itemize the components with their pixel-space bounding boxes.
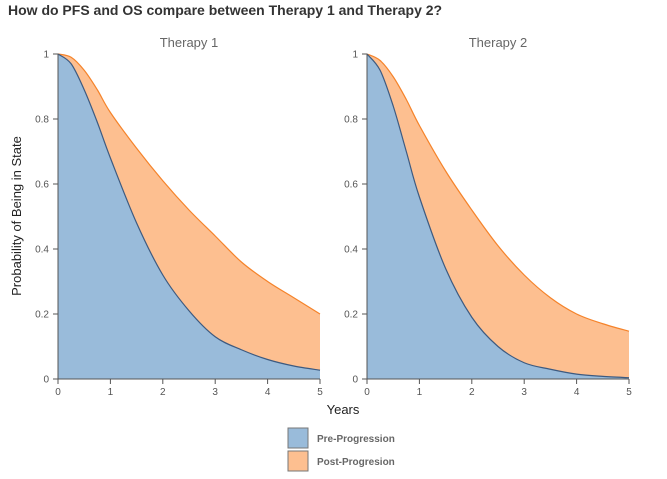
x-tick-label: 0 xyxy=(55,387,61,398)
y-tick-label: 0.6 xyxy=(35,180,49,191)
x-tick-label: 3 xyxy=(521,387,527,398)
x-tick-label: 3 xyxy=(212,387,218,398)
y-tick-label: 0.2 xyxy=(344,310,358,321)
y-tick-label: 0.6 xyxy=(344,180,358,191)
panel-title: Therapy 1 xyxy=(160,35,219,50)
y-tick-label: 0 xyxy=(43,375,49,386)
x-axis-title: Years xyxy=(327,402,360,417)
x-tick-label: 5 xyxy=(626,387,632,398)
panel-therapy-1: Therapy 1 0 0.2 0.4 0.6 0.8 1 0 1 2 3 4 5 xyxy=(35,35,323,398)
x-tick-label: 4 xyxy=(265,387,271,398)
y-tick-label: 0.4 xyxy=(344,245,358,256)
y-tick-label: 1 xyxy=(352,50,358,61)
panel-therapy-2: Therapy 2 0 0.2 0.4 0.6 0.8 1 0 1 2 3 4 5 xyxy=(344,35,632,398)
x-tick-label: 5 xyxy=(317,387,323,398)
line-pre-progression xyxy=(366,53,630,379)
line-post-progression xyxy=(57,53,321,315)
y-tick-label: 0.4 xyxy=(35,245,49,256)
area-pre-progression xyxy=(58,54,320,379)
legend-label-post-progression: Post-Progresion xyxy=(317,457,395,468)
y-tick-label: 0.8 xyxy=(344,115,358,126)
x-tick-label: 0 xyxy=(364,387,370,398)
legend-swatch-post-progression xyxy=(287,450,309,472)
chart-title: How do PFS and OS compare between Therap… xyxy=(8,2,443,18)
x-tick-label: 2 xyxy=(160,387,166,398)
legend: Pre-Progression Post-Progresion xyxy=(287,427,395,472)
y-tick-label: 0.8 xyxy=(35,115,49,126)
line-pre-progression xyxy=(57,53,321,371)
legend-swatch-pre-progression xyxy=(287,427,309,449)
line-post-progression xyxy=(366,53,630,332)
panel-title: Therapy 2 xyxy=(469,35,528,50)
y-tick-label: 0 xyxy=(352,375,358,386)
x-tick-label: 2 xyxy=(469,387,475,398)
y-tick-label: 0.2 xyxy=(35,310,49,321)
area-pre-progression xyxy=(367,54,629,379)
x-tick-label: 1 xyxy=(108,387,114,398)
y-tick-label: 1 xyxy=(43,50,49,61)
y-axis-title: Probability of Being in State xyxy=(9,136,24,296)
legend-label-pre-progression: Pre-Progression xyxy=(317,434,395,445)
x-tick-label: 4 xyxy=(574,387,580,398)
x-tick-label: 1 xyxy=(417,387,423,398)
